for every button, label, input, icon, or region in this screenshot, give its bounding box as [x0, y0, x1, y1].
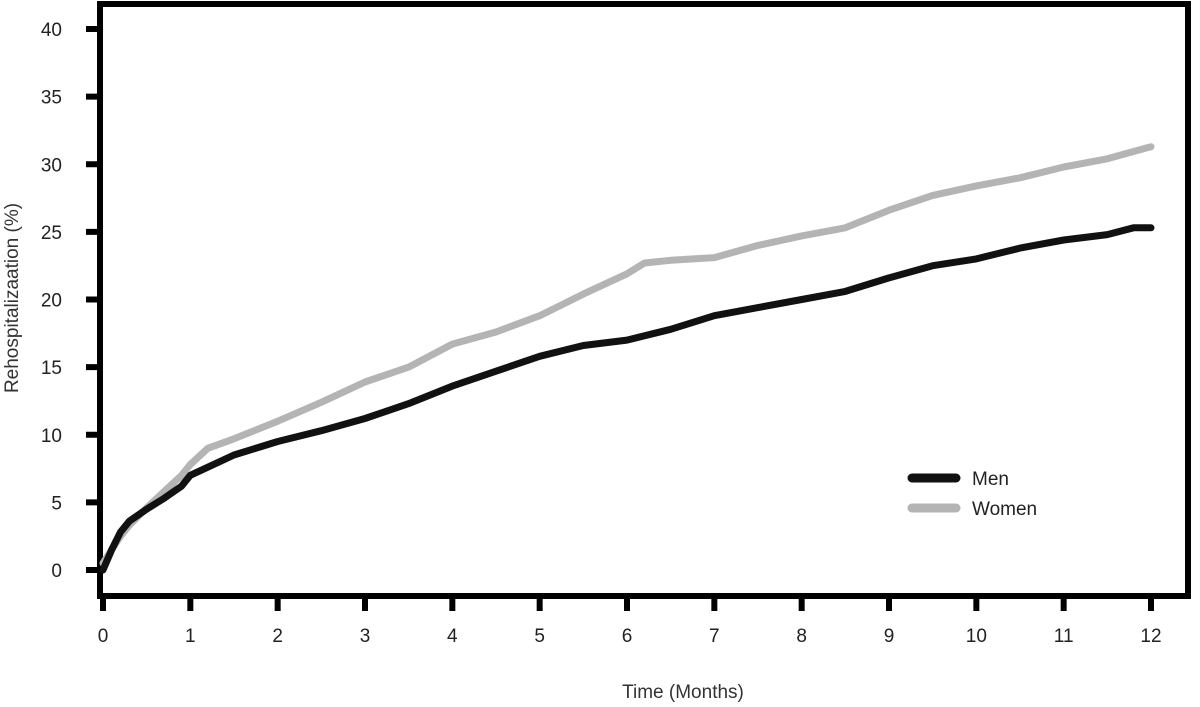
y-axis-title: Rehospitalizaation (%): [2, 203, 23, 393]
y-tick-label: 10: [41, 426, 62, 447]
y-tick-label: 5: [51, 493, 62, 514]
x-tick-label: 10: [966, 626, 987, 647]
legend-label-men: Men: [972, 469, 1009, 490]
x-tick-label: 11: [1054, 626, 1074, 647]
y-tick-label: 30: [41, 155, 62, 176]
x-tick-label: 6: [622, 626, 633, 647]
x-tick-label: 7: [709, 626, 720, 647]
y-tick-label: 25: [41, 223, 62, 244]
x-tick-label: 2: [272, 626, 283, 647]
x-tick-label: 5: [534, 626, 545, 647]
legend: Men Women: [907, 469, 1037, 520]
y-tick-label: 40: [41, 20, 62, 41]
y-tick-label: 0: [51, 561, 62, 582]
legend-label-women: Women: [972, 499, 1037, 520]
y-tick-label: 35: [41, 88, 62, 109]
series-lines: [99, 143, 1155, 574]
x-tick-label: 8: [796, 626, 807, 647]
y-tick-label: 20: [41, 291, 62, 312]
x-tick-label: 9: [884, 626, 895, 647]
y-tick-label: 15: [41, 358, 62, 379]
x-tick-label: 0: [98, 626, 109, 647]
x-tick-label: 12: [1140, 626, 1161, 647]
x-axis-title: Time (Months): [622, 682, 744, 703]
series-line-men: [99, 224, 1155, 574]
x-tick-label: 4: [447, 626, 458, 647]
x-axis-ticks: 0 1 2 3 4 5 6 7 8 9 10 11 12: [98, 596, 1162, 647]
y-axis-ticks: 0 5 10 15 20 25 30 35 40: [41, 20, 100, 582]
x-tick-label: 3: [360, 626, 371, 647]
series-line-women: [99, 143, 1155, 567]
x-tick-label: 1: [185, 626, 196, 647]
